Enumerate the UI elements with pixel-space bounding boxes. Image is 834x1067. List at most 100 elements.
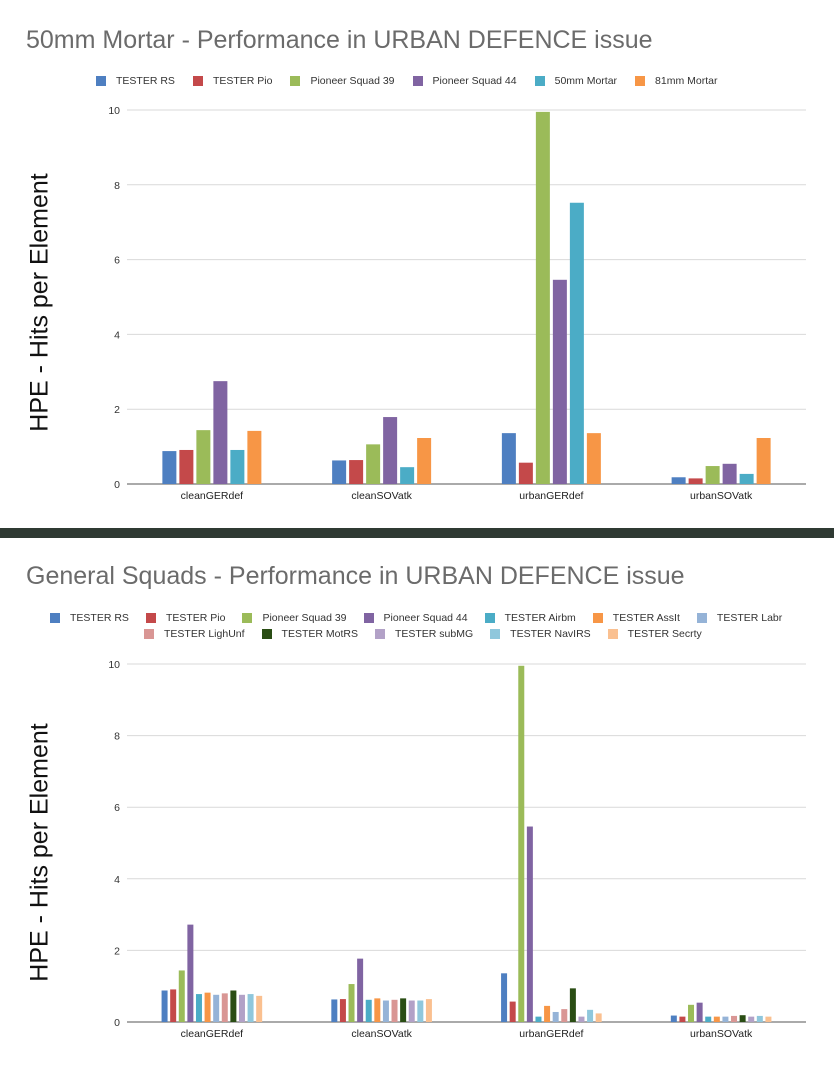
bar [366,444,381,484]
y-tick-label: 2 [114,945,120,957]
legend-label: 50mm Mortar [554,75,618,87]
bar [400,998,407,1022]
legend-label: 81mm Mortar [655,75,718,87]
legend-item: TESTER AssIt [592,612,680,624]
bar [552,279,567,484]
chart-panel-squads: General Squads - Performance in URBAN DE… [0,538,834,1067]
bar [417,1000,424,1022]
bar [383,417,398,484]
bar [238,994,245,1022]
legend-swatch [490,629,501,639]
y-tick-label: 4 [114,329,120,341]
legend-item: TESTER RS [96,75,175,87]
bar [748,1016,755,1022]
bar [501,433,516,484]
legend-swatch [484,613,495,623]
legend-swatch [607,629,618,639]
y-tick-label: 0 [114,479,120,491]
bar [713,1016,720,1022]
bar [332,460,347,484]
legend-label: TESTER Pio [212,75,273,87]
bar [509,1001,516,1022]
bar [739,1015,746,1022]
legend-swatch [290,76,301,86]
legend-item: TESTER RS [50,612,129,624]
y-tick-label: 2 [114,404,120,416]
legend-label: TESTER LighUnf [164,628,245,640]
bar [348,984,355,1022]
legend-label: TESTER Pio [165,612,226,624]
bar [170,989,177,1022]
legend-swatch [534,76,545,86]
legend-swatch [192,76,203,86]
legend-swatch [696,613,707,623]
bar [705,466,720,484]
y-tick-label: 6 [114,255,120,267]
bar [161,990,168,1022]
legend-item: 81mm Mortar [635,75,717,87]
bar [569,202,584,484]
bar [705,1016,712,1022]
legend-label: TESTER Labr [716,612,783,624]
bar [518,665,525,1022]
y-tick-label: 10 [108,659,120,671]
panel-divider [0,528,834,538]
legend-item: Pioneer Squad 39 [242,612,347,624]
legend-label: Pioneer Squad 44 [383,612,468,624]
bar [586,433,601,484]
y-tick-label: 0 [114,1017,120,1029]
bar [178,970,185,1022]
bar [162,451,177,484]
bar [569,988,576,1022]
bar [221,993,228,1022]
bar [213,994,220,1022]
bar [722,463,737,484]
bar [756,1015,763,1022]
chart-plot: 0 2 4 6 8 10 cleanGERdef cleanSOVatk urbanGERdef… [108,105,806,502]
legend-label: TESTER RS [116,75,175,87]
bar [331,999,338,1022]
x-tick-label: urbanSOVatk [690,1028,753,1040]
bar [535,1016,542,1022]
legend-label: TESTER Airbm [504,612,576,624]
legend-swatch [261,629,272,639]
legend-item: TESTER Secrty [607,628,702,640]
bar [204,992,211,1022]
legend-label: TESTER Secrty [627,628,702,640]
legend-swatch [50,613,60,623]
bar [382,1000,389,1022]
chart-legend: TESTER RS TESTER Pio Pioneer Squad 39 Pione… [96,73,735,89]
bar [501,973,508,1022]
bar [179,449,194,484]
bar [731,1015,738,1022]
bar [247,430,262,484]
legend-label: TESTER AssIt [612,612,680,624]
bar [425,999,432,1022]
bar [365,999,372,1022]
bar [256,995,263,1022]
bar [756,437,771,484]
bar [195,994,202,1022]
x-tick-label: cleanGERdef [181,490,244,502]
bar [688,478,703,484]
legend-item: TESTER Pio [192,75,273,87]
legend-label: Pioneer Squad 39 [262,612,347,624]
chart-title: 50mm Mortar - Performance in URBAN DEFEN… [26,26,653,54]
legend-label: Pioneer Squad 44 [432,75,517,87]
legend-label: Pioneer Squad 39 [310,75,395,87]
bar [187,924,194,1022]
bar [247,994,254,1022]
bar [671,477,686,484]
bar [391,999,398,1022]
bar [349,460,364,484]
x-tick-label: cleanSOVatk [351,490,412,502]
bar [679,1016,686,1022]
bar [230,449,245,484]
bar [739,473,754,484]
bar [526,826,533,1022]
bar [518,462,533,484]
y-tick-label: 10 [108,105,120,117]
bar [535,111,550,485]
bar [722,1016,729,1022]
bar [561,1009,568,1022]
